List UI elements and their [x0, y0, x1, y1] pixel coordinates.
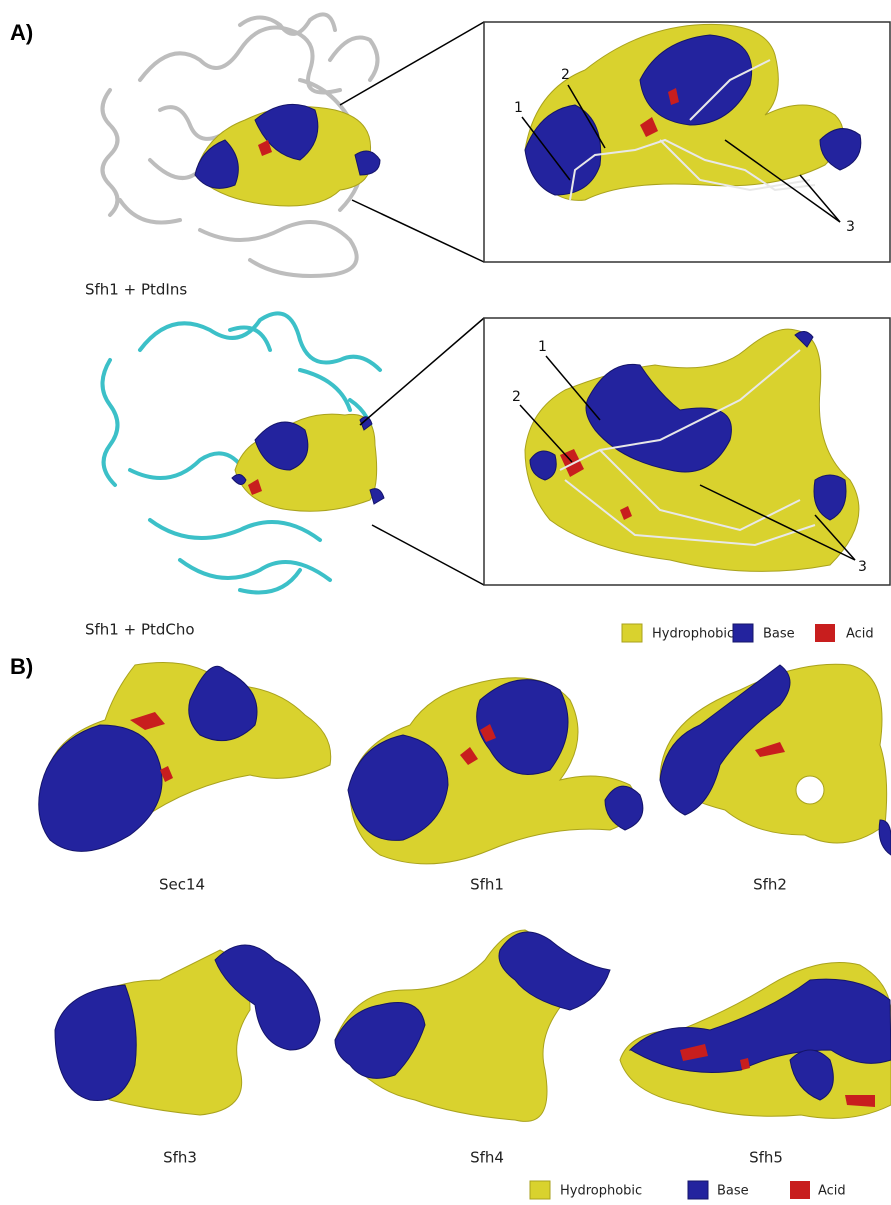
pocket-surface	[232, 414, 384, 511]
pocket-surface	[660, 664, 891, 855]
legend-swatch	[688, 1181, 708, 1199]
legend-swatch	[733, 624, 753, 642]
callout-number: 3	[858, 559, 867, 575]
callout-number: 2	[512, 389, 521, 405]
figure: A) 1 2 3 Sfh1 + PtdIns	[0, 0, 891, 1205]
callout-number: 2	[561, 67, 570, 83]
legend-label: Base	[763, 627, 795, 642]
legend-swatch	[530, 1181, 550, 1199]
callout-number: 1	[538, 339, 547, 355]
caption: Sec14	[159, 876, 205, 894]
callout-number: 3	[846, 219, 855, 235]
caption: Sfh3	[163, 1149, 197, 1167]
legend-swatch	[622, 624, 642, 642]
pocket-surface	[620, 963, 891, 1119]
zoom-line	[372, 525, 484, 585]
panel-label: B)	[10, 654, 33, 679]
page: {"panel_a":{"label":"A)","complexes":[{"…	[0, 0, 891, 1205]
legend-label: Acid	[818, 1184, 846, 1199]
caption: Sfh4	[470, 1149, 504, 1167]
pocket-hole	[796, 776, 824, 804]
legend-label: Hydrophobic	[560, 1184, 642, 1199]
pocket-surface	[335, 930, 610, 1121]
caption: Sfh1	[470, 876, 504, 894]
caption: Sfh1 + PtdIns	[85, 281, 187, 299]
pocket-surface	[39, 663, 331, 852]
legend-swatch	[815, 624, 835, 642]
pocket-surface	[55, 945, 320, 1115]
legend: Hydrophobic Base Acid	[622, 624, 874, 642]
caption: Sfh1 + PtdCho	[85, 621, 195, 639]
caption: Sfh2	[753, 876, 787, 894]
pocket-surface	[195, 104, 380, 206]
callout-number: 1	[514, 100, 523, 116]
legend: Hydrophobic Base Acid	[530, 1181, 846, 1199]
pocket-surface	[348, 678, 643, 864]
panel-label: A)	[10, 20, 33, 45]
zoom-line	[360, 318, 484, 425]
caption: Sfh5	[749, 1149, 783, 1167]
legend-swatch	[790, 1181, 810, 1199]
legend-label: Base	[717, 1184, 749, 1199]
legend-label: Hydrophobic	[652, 627, 734, 642]
zoom-line	[340, 22, 484, 105]
legend-label: Acid	[846, 627, 874, 642]
zoom-line	[352, 200, 484, 262]
